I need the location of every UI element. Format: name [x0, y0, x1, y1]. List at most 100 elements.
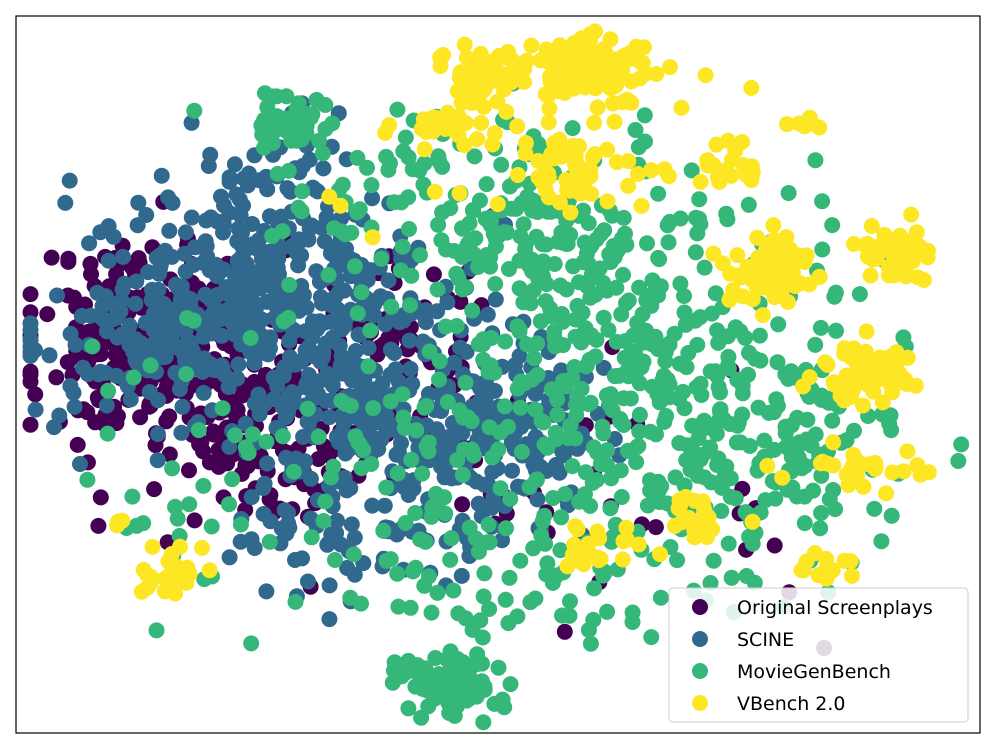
data-point — [294, 183, 311, 200]
data-point — [240, 444, 257, 461]
legend-label-vbench: VBench 2.0 — [737, 693, 846, 715]
data-point — [287, 552, 303, 568]
data-point — [80, 323, 97, 340]
data-point — [324, 115, 341, 132]
data-point — [813, 467, 830, 484]
data-point — [886, 267, 903, 284]
data-point — [863, 218, 880, 234]
data-point — [575, 202, 592, 219]
data-point — [332, 357, 349, 373]
data-point — [250, 232, 267, 249]
data-point — [413, 709, 430, 726]
data-point — [735, 157, 752, 174]
data-point — [637, 133, 653, 150]
data-point — [509, 318, 526, 335]
data-point — [114, 281, 131, 298]
data-point — [530, 169, 547, 186]
data-point — [652, 546, 668, 563]
data-point — [542, 300, 558, 317]
data-point — [273, 208, 290, 225]
data-point — [394, 386, 411, 403]
data-point — [402, 360, 419, 377]
data-point — [552, 542, 569, 559]
data-point — [302, 109, 319, 126]
data-point — [332, 311, 349, 328]
data-point — [158, 413, 175, 430]
data-point — [296, 453, 313, 470]
data-point — [552, 59, 569, 76]
data-point — [178, 574, 195, 591]
data-point — [652, 589, 669, 606]
data-point — [258, 433, 275, 450]
data-point — [454, 466, 471, 483]
data-point — [630, 437, 647, 454]
data-point — [919, 249, 936, 266]
data-point — [475, 588, 492, 605]
data-point — [714, 255, 731, 272]
data-point — [825, 482, 842, 498]
data-point — [560, 430, 577, 447]
data-point — [595, 68, 612, 84]
data-point — [740, 196, 757, 213]
data-point — [577, 79, 593, 96]
data-point — [709, 457, 726, 473]
data-point — [651, 251, 668, 268]
data-point — [875, 350, 891, 367]
data-point — [383, 298, 400, 315]
data-point — [657, 353, 674, 370]
data-point — [382, 551, 399, 568]
data-point — [697, 67, 714, 84]
data-point — [176, 245, 193, 262]
data-point — [220, 307, 237, 324]
data-point — [828, 322, 844, 339]
data-point — [573, 380, 590, 397]
data-point — [765, 217, 782, 234]
data-point — [337, 226, 354, 243]
data-point — [551, 131, 568, 148]
data-point — [193, 434, 210, 451]
data-point — [607, 61, 624, 78]
data-point — [443, 530, 460, 547]
data-point — [157, 570, 174, 587]
data-point — [555, 234, 572, 251]
data-point — [194, 363, 211, 380]
data-point — [426, 183, 443, 200]
data-point — [855, 397, 871, 414]
series-vbench-2-0 — [109, 23, 937, 602]
data-point — [580, 535, 597, 552]
data-point — [883, 507, 900, 524]
data-point — [148, 622, 165, 639]
data-point — [840, 477, 857, 494]
data-point — [696, 469, 713, 486]
data-point — [303, 529, 320, 546]
data-point — [329, 512, 345, 529]
data-point — [351, 201, 368, 218]
data-point — [402, 599, 419, 616]
data-point — [614, 551, 631, 568]
data-point — [92, 489, 109, 506]
data-point — [319, 365, 336, 382]
data-point — [497, 591, 514, 608]
data-point — [633, 197, 650, 214]
data-point — [892, 243, 909, 260]
data-point — [105, 228, 122, 245]
data-point — [628, 454, 645, 471]
data-point — [143, 291, 160, 308]
data-point — [702, 575, 719, 591]
data-point — [310, 386, 327, 403]
data-point — [27, 386, 44, 403]
data-point — [439, 294, 456, 311]
data-point — [824, 217, 841, 234]
data-point — [878, 485, 895, 502]
data-point — [109, 408, 126, 424]
data-point — [456, 441, 473, 458]
data-point — [540, 114, 557, 131]
data-point — [215, 215, 232, 232]
data-point — [438, 241, 454, 258]
data-point — [642, 472, 658, 489]
data-point — [390, 444, 407, 461]
data-point — [27, 342, 43, 359]
data-point — [844, 567, 860, 584]
data-point — [606, 249, 623, 265]
data-point — [616, 349, 633, 366]
